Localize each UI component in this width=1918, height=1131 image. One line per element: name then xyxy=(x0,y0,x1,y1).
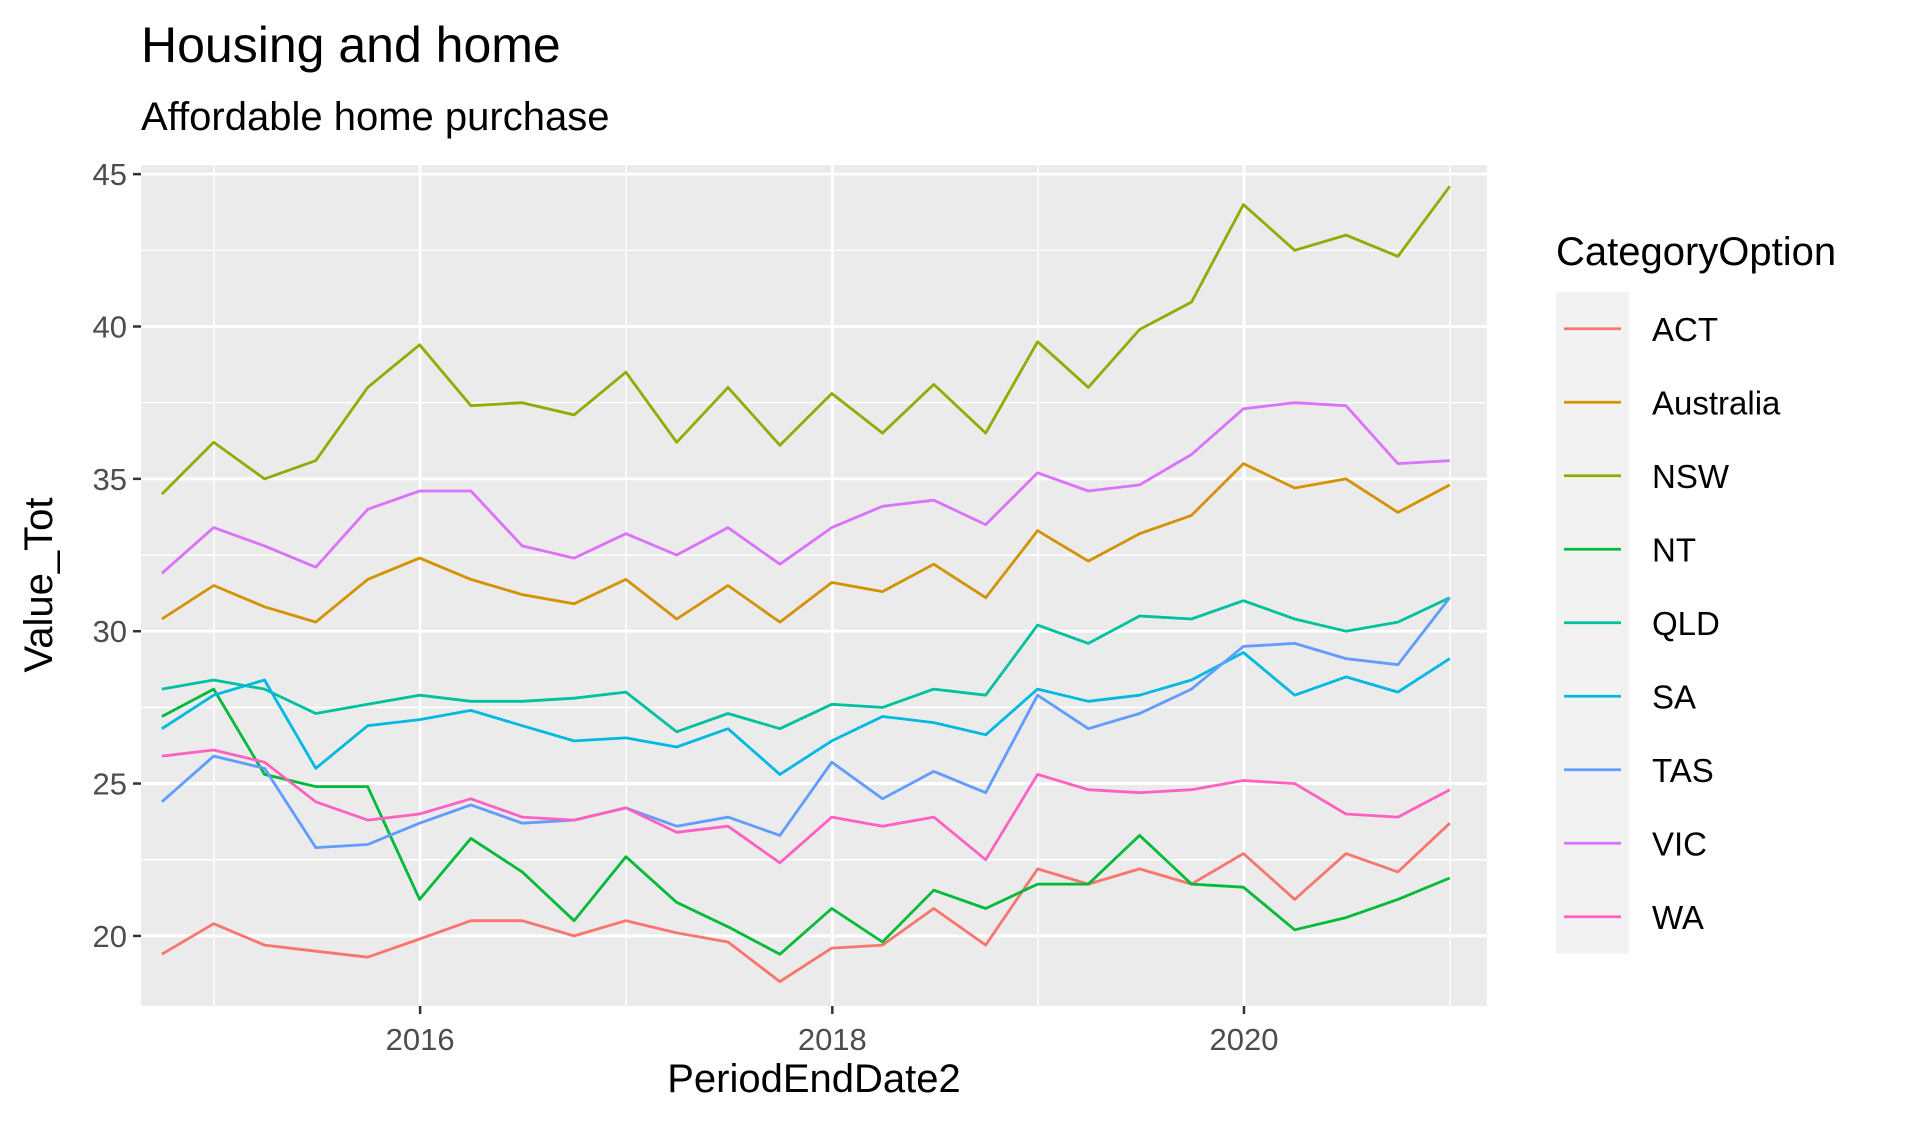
x-tick-label: 2018 xyxy=(798,1022,867,1057)
major-gridlines xyxy=(141,165,1487,1006)
x-axis-title: PeriodEndDate2 xyxy=(667,1057,961,1101)
y-tick-label: 30 xyxy=(93,614,127,649)
y-axis: 20 25 30 35 40 45 xyxy=(93,157,141,954)
series-line-wa xyxy=(161,748,1451,865)
series-line-act xyxy=(161,822,1451,983)
y-tick-label: 35 xyxy=(93,462,127,497)
legend-title: CategoryOption xyxy=(1556,230,1836,274)
y-axis-title: Value_Tot xyxy=(17,498,61,673)
chart-title: Housing and home xyxy=(141,17,561,73)
legend-label-tas: TAS xyxy=(1652,752,1714,789)
y-tick-label: 40 xyxy=(93,309,127,344)
legend: ACT Australia NSW NT QLD SA TAS VIC WA xyxy=(1556,292,1781,954)
legend-label-nsw: NSW xyxy=(1652,458,1730,495)
legend-label-sa: SA xyxy=(1652,678,1696,715)
x-tick-label: 2020 xyxy=(1209,1022,1278,1057)
x-axis: 2016 2018 2020 xyxy=(386,1006,1278,1057)
legend-label-qld: QLD xyxy=(1652,605,1720,642)
series-lines xyxy=(160,185,1451,983)
series-line-nt xyxy=(161,687,1451,956)
series-line-qld xyxy=(161,596,1451,734)
y-tick-label: 25 xyxy=(93,767,127,802)
series-line-nsw xyxy=(160,185,1451,496)
legend-label-act: ACT xyxy=(1652,311,1718,348)
chart-subtitle: Affordable home purchase xyxy=(141,95,609,139)
series-line-sa xyxy=(161,651,1451,776)
legend-label-australia: Australia xyxy=(1652,384,1781,421)
legend-label-wa: WA xyxy=(1652,899,1704,936)
series-line-tas xyxy=(160,596,1451,849)
y-tick-label: 20 xyxy=(93,919,127,954)
y-tick-label: 45 xyxy=(93,157,127,192)
legend-label-vic: VIC xyxy=(1652,825,1707,862)
series-line-vic xyxy=(160,401,1450,575)
series-line-australia xyxy=(161,462,1451,624)
legend-label-nt: NT xyxy=(1652,531,1696,568)
x-tick-label: 2016 xyxy=(386,1022,455,1057)
plot-panel xyxy=(141,165,1487,1006)
